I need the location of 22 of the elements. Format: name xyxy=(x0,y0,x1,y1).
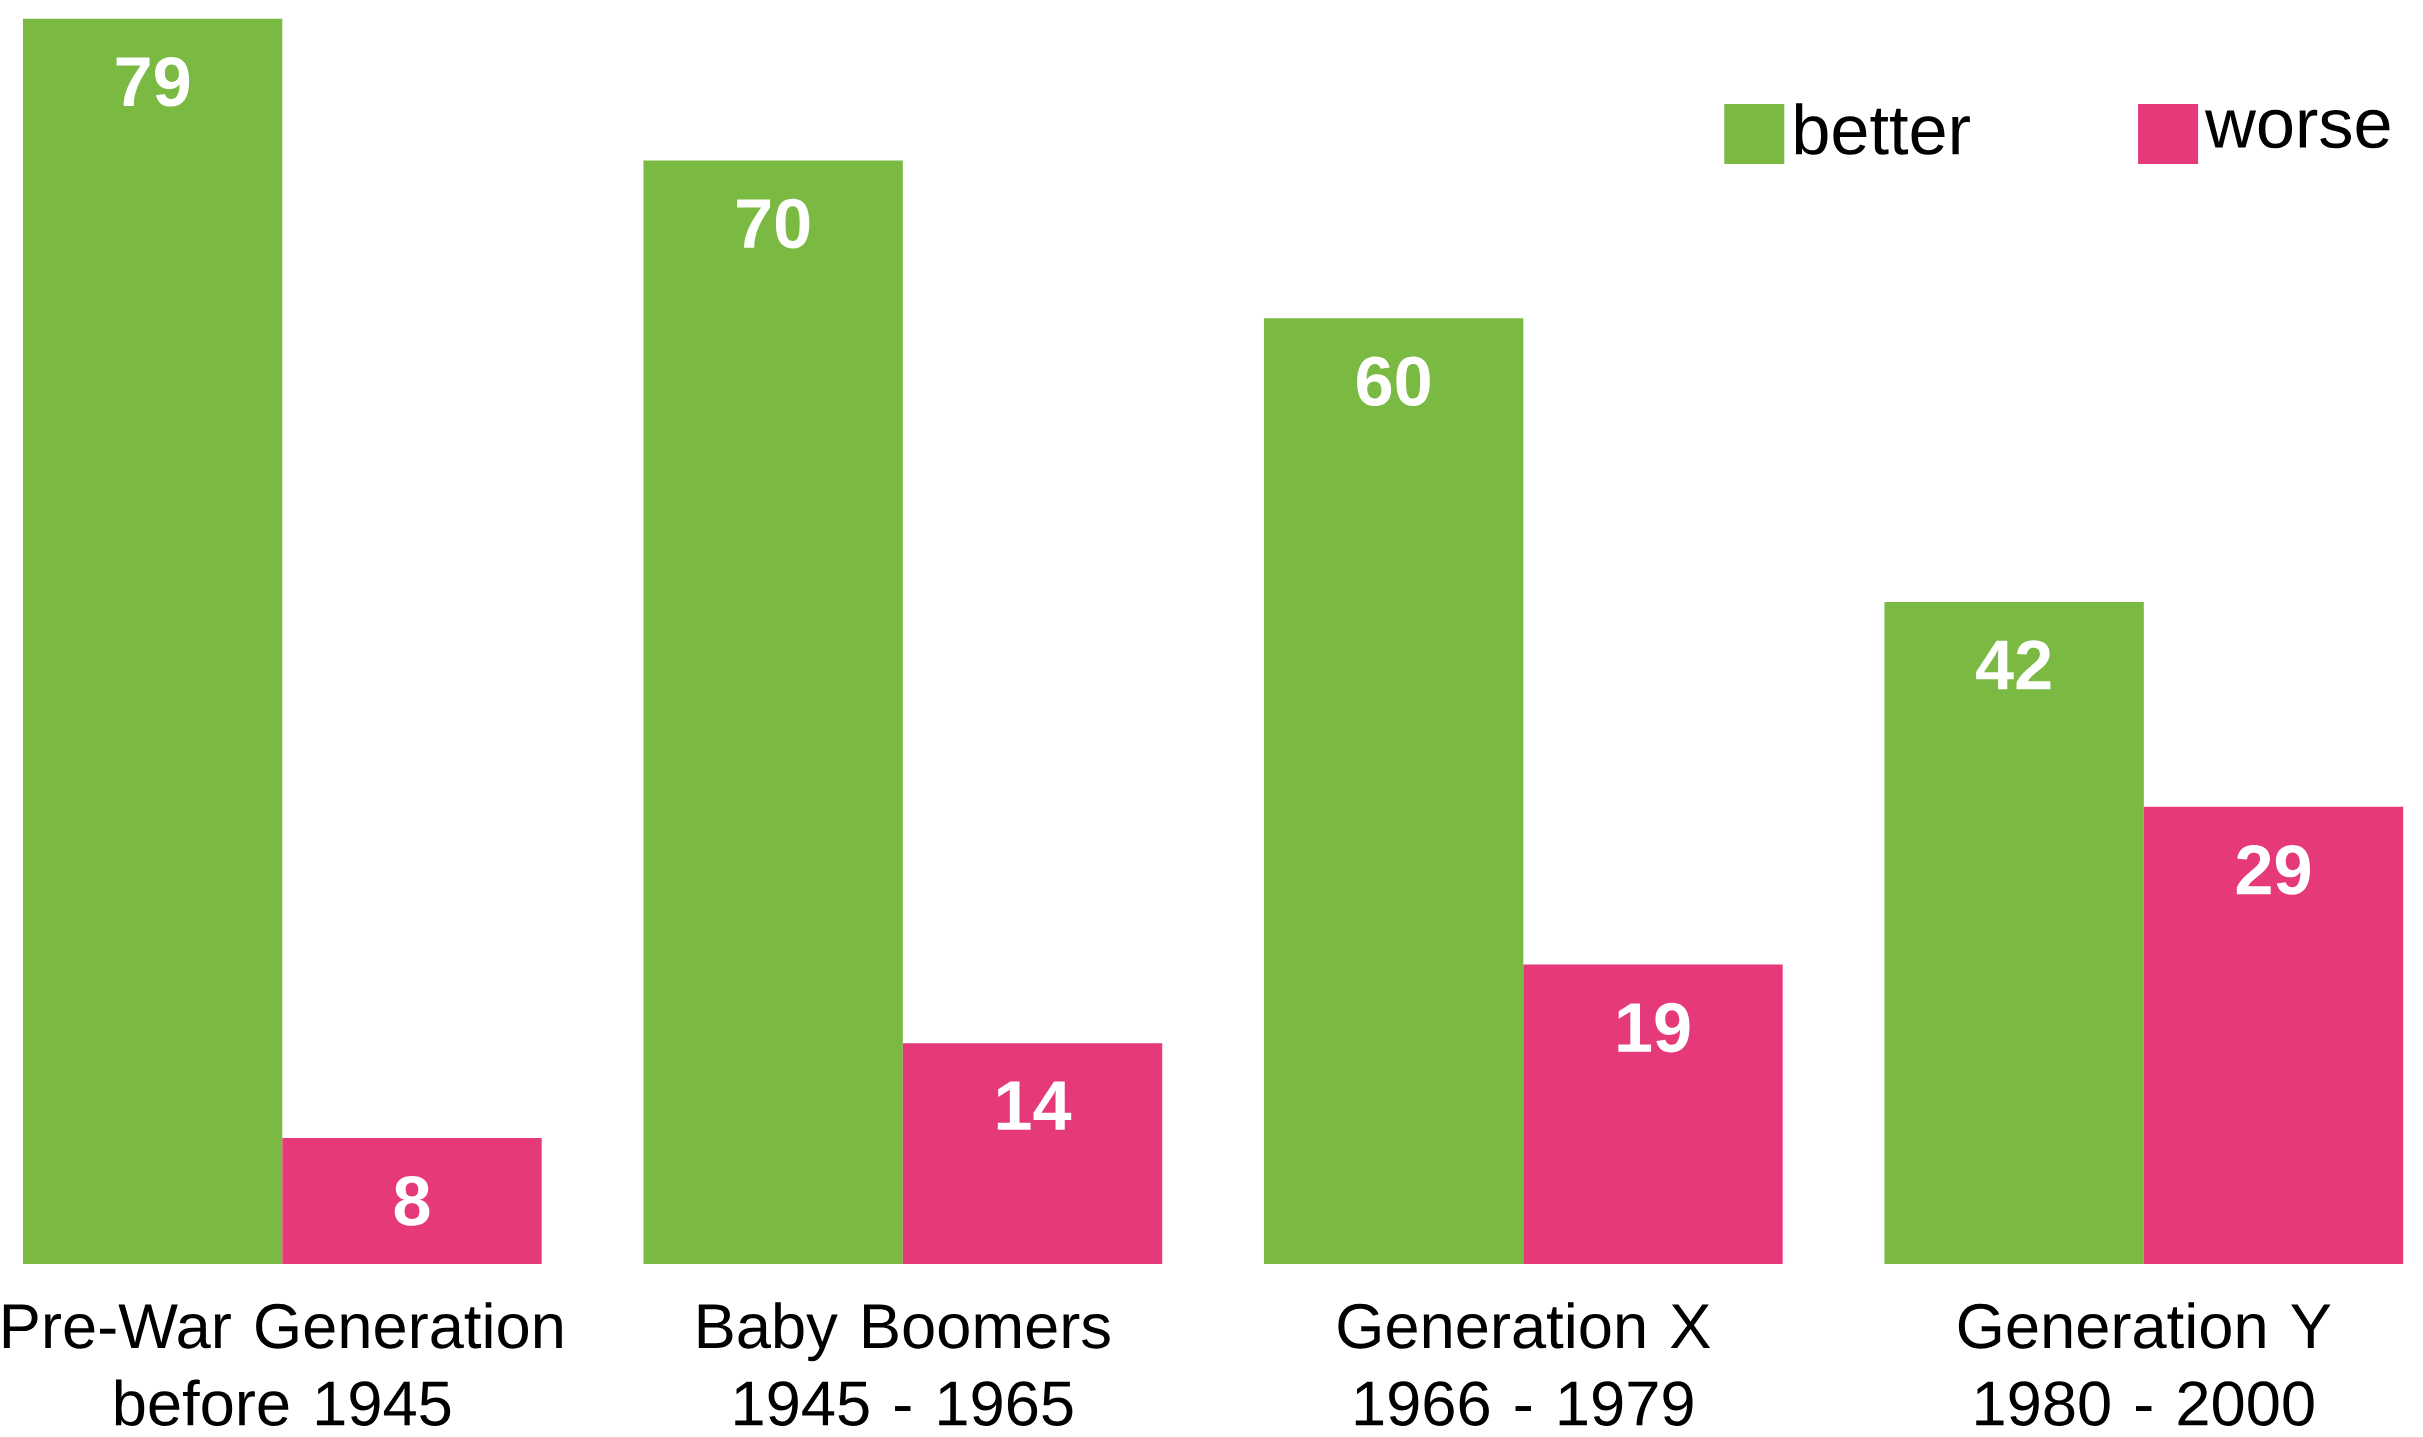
data-label: 14 xyxy=(997,1081,1072,1130)
x-tick-label: Baby Boomers 1945 - 1965 xyxy=(698,1302,1110,1426)
x-tick-label: Pre-War Generation before 1945 xyxy=(3,1302,562,1426)
bar xyxy=(1884,601,2144,1264)
legend-label: worse xyxy=(2205,109,2390,149)
data-label: 19 xyxy=(1618,1002,1690,1053)
x-tick-label: Generation X 1966 - 1979 xyxy=(1338,1302,1711,1426)
data-label: 29 xyxy=(2236,845,2310,895)
data-label: 70 xyxy=(737,198,810,249)
data-label: 79 xyxy=(116,56,190,107)
bar xyxy=(1523,964,1783,1264)
bar xyxy=(902,1043,1163,1264)
bar xyxy=(643,160,903,1264)
data-label: 60 xyxy=(1357,356,1430,407)
data-label: 42 xyxy=(1976,640,2051,690)
bar xyxy=(282,1137,542,1264)
x-tick-label: Generation Y 1980 - 2000 xyxy=(1958,1302,2331,1426)
data-label: 8 xyxy=(394,1176,430,1226)
bar xyxy=(1263,318,1524,1264)
legend-label: better xyxy=(1795,103,1970,155)
bar xyxy=(2143,806,2404,1264)
bar xyxy=(22,18,283,1264)
